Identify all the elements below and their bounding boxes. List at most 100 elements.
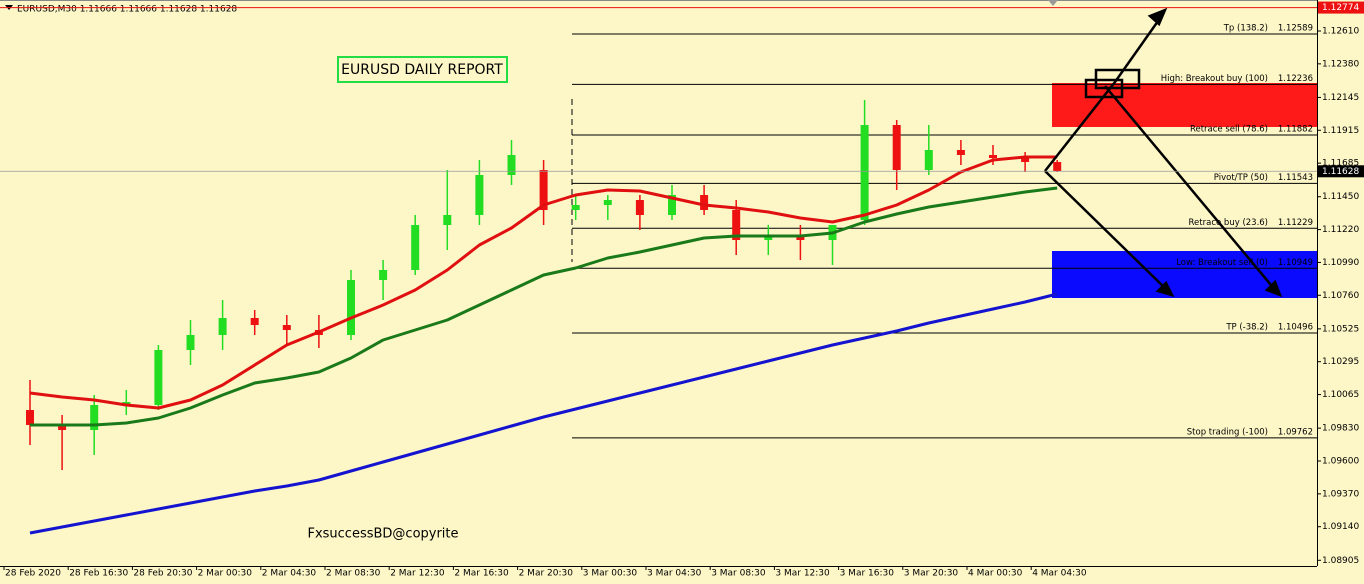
candle-body bbox=[379, 270, 388, 280]
x-tick-label: 2 Mar 00:30 bbox=[198, 569, 253, 579]
candle-body bbox=[571, 205, 580, 210]
down-arrow bbox=[1044, 170, 1169, 292]
level-label: Tp (138.2) bbox=[1223, 24, 1268, 34]
top-price-label: 1.12774 bbox=[1322, 3, 1359, 13]
x-tick-label: 4 Mar 04:30 bbox=[1032, 569, 1087, 579]
x-tick-label: 28 Feb 16:30 bbox=[69, 569, 128, 579]
y-tick-label: 1.11220 bbox=[1322, 225, 1359, 235]
candle-body bbox=[1021, 158, 1030, 162]
level-value: 1.11229 bbox=[1278, 218, 1313, 228]
y-tick-label: 1.10760 bbox=[1322, 291, 1359, 301]
level-label: Retrace sell (78.6) bbox=[1190, 125, 1268, 135]
chart-title: EURUSD DAILY REPORT bbox=[341, 62, 503, 78]
candle-body bbox=[443, 215, 452, 225]
candle-body bbox=[282, 325, 291, 330]
down-arrow bbox=[1104, 85, 1277, 292]
level-label: Retrace buy (23.6) bbox=[1189, 218, 1268, 228]
y-tick-label: 1.11450 bbox=[1322, 192, 1359, 202]
watermark: FxsuccessBD@copyrite bbox=[307, 527, 458, 542]
level-value: 1.10949 bbox=[1278, 258, 1313, 268]
candle-body bbox=[989, 155, 997, 158]
level-value: 1.10496 bbox=[1278, 323, 1313, 333]
current-price-box bbox=[1318, 165, 1364, 178]
x-tick-label: 2 Mar 20:30 bbox=[519, 569, 574, 579]
level-value: 1.12236 bbox=[1278, 74, 1313, 84]
arrows bbox=[1044, 7, 1283, 298]
level-label: TP (-38.2) bbox=[1225, 323, 1268, 333]
x-tick-label: 4 Mar 00:30 bbox=[968, 569, 1023, 579]
breakout-box bbox=[1084, 78, 1124, 99]
arrow-head bbox=[1264, 279, 1283, 298]
candle-body bbox=[635, 200, 644, 215]
candle-body bbox=[507, 155, 516, 175]
y-tick-label: 1.12610 bbox=[1322, 27, 1359, 37]
level-label: High: Breakout buy (100) bbox=[1161, 74, 1268, 84]
candle-body bbox=[539, 170, 548, 210]
candle-body bbox=[90, 405, 99, 430]
level-value: 1.11882 bbox=[1278, 125, 1313, 135]
candle-body bbox=[892, 125, 901, 170]
title-box bbox=[337, 56, 508, 83]
top-price-box bbox=[1318, 1, 1364, 14]
level-value: 1.11543 bbox=[1278, 173, 1313, 183]
y-tick-label: 1.10065 bbox=[1322, 390, 1359, 400]
y-tick-label: 1.12145 bbox=[1322, 93, 1359, 103]
x-tick-label: 3 Mar 12:30 bbox=[775, 569, 830, 579]
x-tick-label: 2 Mar 12:30 bbox=[390, 569, 445, 579]
candle-body bbox=[154, 350, 163, 405]
candle-body bbox=[26, 410, 34, 425]
x-tick-label: 3 Mar 04:30 bbox=[647, 569, 702, 579]
moving-averages bbox=[29, 155, 1058, 535]
candle-body bbox=[1053, 162, 1062, 172]
y-tick-label: 1.09140 bbox=[1322, 522, 1359, 532]
current-price-label: 1.11628 bbox=[1322, 167, 1359, 177]
x-tick-label: 3 Mar 08:30 bbox=[711, 569, 766, 579]
candle-body bbox=[732, 210, 741, 240]
ma-line bbox=[30, 186, 1058, 427]
x-tick-label: 28 Feb 20:30 bbox=[133, 569, 192, 579]
symbol-info: EURUSD,M30 1.11666 1.11666 1.11628 1.116… bbox=[17, 5, 237, 15]
candle-body bbox=[250, 318, 259, 325]
candle-body bbox=[700, 195, 709, 210]
candle-body bbox=[218, 318, 227, 335]
up-arrow bbox=[1044, 13, 1165, 172]
x-tick-label: 3 Mar 20:30 bbox=[904, 569, 959, 579]
candle-body bbox=[956, 150, 965, 155]
candle-body bbox=[347, 280, 355, 335]
x-tick-label: 28 Feb 2020 bbox=[5, 569, 61, 579]
candle-body bbox=[186, 335, 195, 350]
y-tick-label: 1.10990 bbox=[1322, 258, 1359, 268]
y-tick-label: 1.10525 bbox=[1322, 324, 1359, 334]
buy-zone bbox=[1052, 83, 1317, 127]
candle-body bbox=[924, 150, 933, 170]
x-tick-label: 3 Mar 00:30 bbox=[583, 569, 638, 579]
candle-body bbox=[603, 200, 612, 205]
candle-body bbox=[475, 175, 484, 215]
arrow-head bbox=[1147, 7, 1168, 27]
ma-line bbox=[29, 292, 1058, 535]
y-tick-label: 1.11685 bbox=[1322, 159, 1359, 169]
y-tick-label: 1.09600 bbox=[1322, 457, 1359, 467]
level-label: Stop trading (-100) bbox=[1187, 427, 1268, 437]
y-tick-label: 1.10295 bbox=[1322, 357, 1359, 367]
level-value: 1.09762 bbox=[1278, 427, 1313, 437]
candle-body bbox=[668, 195, 676, 215]
shift-marker bbox=[1048, 0, 1058, 6]
x-tick-label: 2 Mar 16:30 bbox=[454, 569, 509, 579]
x-tick-label: 2 Mar 04:30 bbox=[262, 569, 317, 579]
arrow-head bbox=[1155, 280, 1175, 297]
level-label: Low: Breakout sell (0) bbox=[1176, 258, 1268, 268]
y-tick-label: 1.09370 bbox=[1322, 489, 1359, 499]
candle-body bbox=[58, 425, 67, 430]
x-tick-label: 2 Mar 08:30 bbox=[326, 569, 381, 579]
level-label: Pivot/TP (50) bbox=[1214, 173, 1268, 183]
y-tick-label: 1.09830 bbox=[1322, 424, 1359, 434]
level-value: 1.12589 bbox=[1278, 24, 1313, 34]
y-tick-label: 1.08905 bbox=[1322, 556, 1359, 566]
candle-body bbox=[860, 125, 869, 220]
candle-body bbox=[411, 225, 420, 270]
ma-line bbox=[29, 155, 1058, 410]
candles bbox=[26, 100, 1062, 470]
